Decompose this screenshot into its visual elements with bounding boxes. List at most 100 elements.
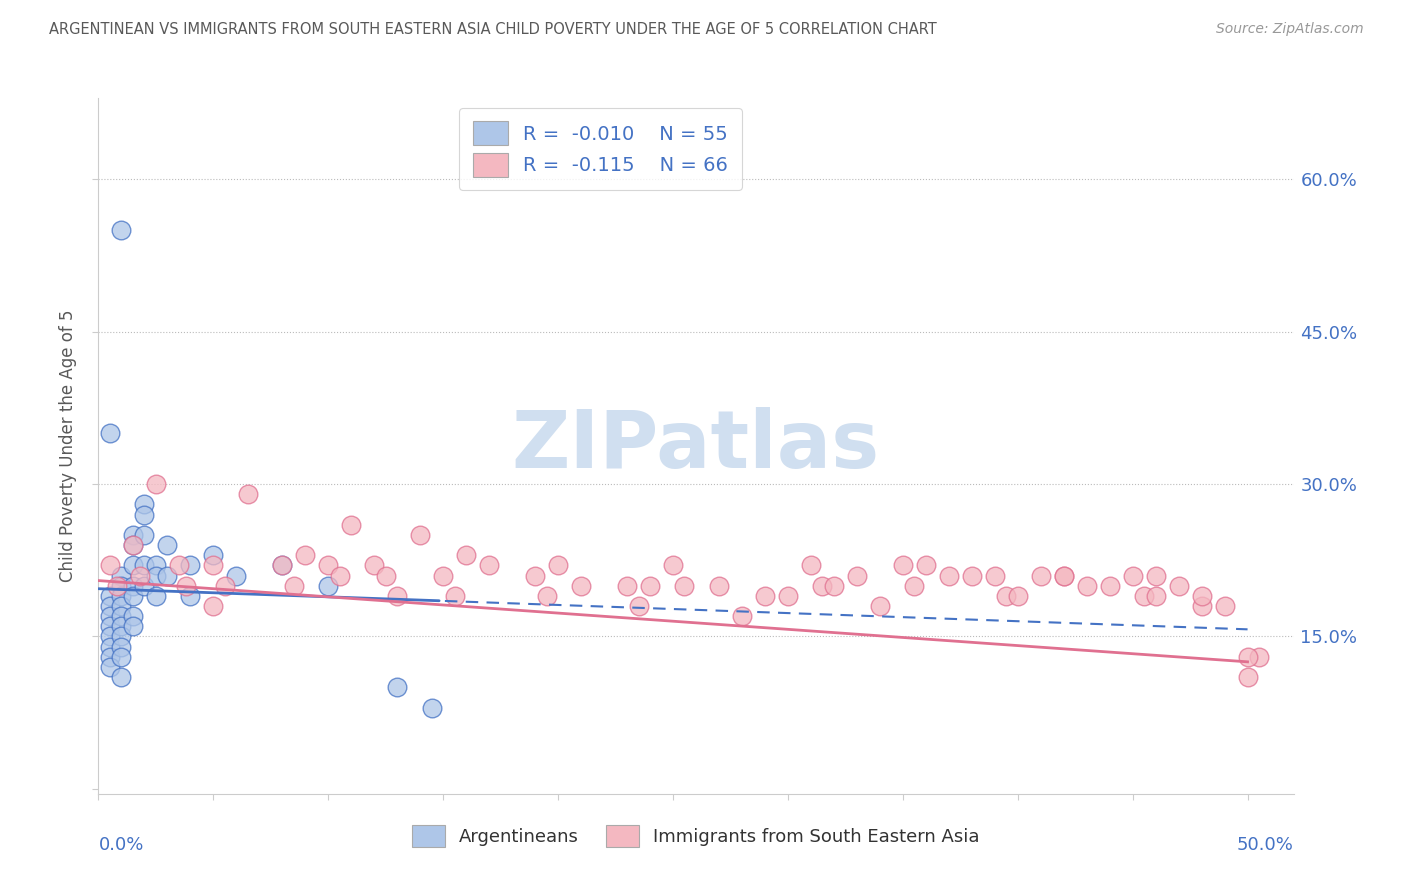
Point	[1076, 579, 1098, 593]
Point	[134, 508, 156, 522]
Point	[110, 619, 132, 633]
Point	[122, 538, 145, 552]
Point	[122, 619, 145, 633]
Point	[156, 568, 179, 582]
Point	[98, 649, 121, 664]
Point	[938, 568, 960, 582]
Point	[638, 579, 661, 593]
Point	[329, 568, 352, 582]
Point	[179, 589, 201, 603]
Point	[731, 609, 754, 624]
Point	[1053, 568, 1076, 582]
Point	[156, 538, 179, 552]
Point	[110, 609, 132, 624]
Text: ARGENTINEAN VS IMMIGRANTS FROM SOUTH EASTERN ASIA CHILD POVERTY UNDER THE AGE OF: ARGENTINEAN VS IMMIGRANTS FROM SOUTH EAS…	[49, 22, 936, 37]
Point	[271, 558, 294, 573]
Text: 0.0%: 0.0%	[98, 836, 143, 854]
Point	[776, 589, 799, 603]
Point	[673, 579, 696, 593]
Point	[443, 589, 465, 603]
Point	[167, 558, 190, 573]
Point	[122, 528, 145, 542]
Point	[98, 426, 121, 441]
Point	[1236, 649, 1258, 664]
Point	[110, 670, 132, 684]
Point	[547, 558, 569, 573]
Point	[110, 579, 132, 593]
Point	[960, 568, 983, 582]
Point	[174, 579, 197, 593]
Point	[122, 558, 145, 573]
Point	[903, 579, 925, 593]
Point	[478, 558, 501, 573]
Point	[995, 589, 1018, 603]
Text: Source: ZipAtlas.com: Source: ZipAtlas.com	[1216, 22, 1364, 37]
Point	[134, 528, 156, 542]
Point	[122, 589, 145, 603]
Point	[811, 579, 834, 593]
Point	[214, 579, 236, 593]
Point	[283, 579, 305, 593]
Point	[98, 630, 121, 644]
Point	[145, 477, 167, 491]
Point	[98, 619, 121, 633]
Point	[110, 640, 132, 654]
Point	[1167, 579, 1189, 593]
Point	[823, 579, 845, 593]
Point	[524, 568, 547, 582]
Point	[122, 609, 145, 624]
Point	[1029, 568, 1052, 582]
Point	[98, 609, 121, 624]
Point	[1144, 589, 1167, 603]
Point	[236, 487, 259, 501]
Point	[145, 558, 167, 573]
Point	[456, 548, 478, 562]
Point	[1236, 670, 1258, 684]
Point	[385, 589, 409, 603]
Point	[914, 558, 936, 573]
Point	[202, 548, 225, 562]
Point	[627, 599, 650, 613]
Point	[707, 579, 730, 593]
Point	[1007, 589, 1029, 603]
Point	[1098, 579, 1121, 593]
Point	[98, 589, 121, 603]
Point	[800, 558, 823, 573]
Legend: Argentineans, Immigrants from South Eastern Asia: Argentineans, Immigrants from South East…	[405, 818, 987, 855]
Point	[202, 558, 225, 573]
Point	[271, 558, 294, 573]
Y-axis label: Child Poverty Under the Age of 5: Child Poverty Under the Age of 5	[59, 310, 77, 582]
Point	[845, 568, 868, 582]
Point	[374, 568, 396, 582]
Point	[409, 528, 432, 542]
Point	[569, 579, 592, 593]
Point	[1191, 589, 1213, 603]
Point	[134, 497, 156, 511]
Point	[122, 579, 145, 593]
Point	[98, 599, 121, 613]
Point	[225, 568, 247, 582]
Point	[1122, 568, 1144, 582]
Point	[98, 660, 121, 674]
Point	[134, 579, 156, 593]
Point	[891, 558, 914, 573]
Point	[984, 568, 1007, 582]
Point	[316, 579, 339, 593]
Point	[1213, 599, 1236, 613]
Point	[98, 558, 121, 573]
Point	[105, 579, 128, 593]
Point	[869, 599, 891, 613]
Point	[316, 558, 339, 573]
Point	[363, 558, 385, 573]
Point	[1053, 568, 1076, 582]
Point	[98, 640, 121, 654]
Point	[662, 558, 685, 573]
Point	[145, 589, 167, 603]
Point	[110, 630, 132, 644]
Point	[122, 538, 145, 552]
Point	[1191, 599, 1213, 613]
Point	[110, 599, 132, 613]
Point	[385, 680, 409, 694]
Point	[1247, 649, 1270, 664]
Point	[420, 700, 443, 714]
